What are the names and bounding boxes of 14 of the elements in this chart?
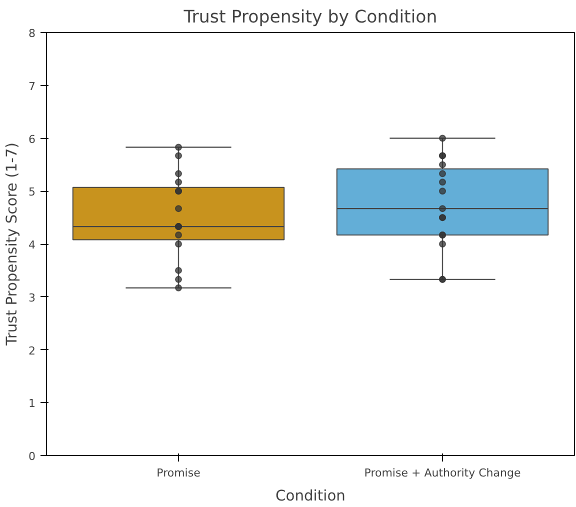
y-tick-label: 3 (28, 291, 36, 304)
x-tick-label: Promise + Authority Change (364, 466, 521, 480)
y-tick-label: 4 (28, 238, 36, 252)
y-tick-label: 1 (28, 397, 36, 410)
y-tick-label: 8 (28, 27, 36, 40)
y-axis-title: Trust Propensity Score (1-7) (4, 142, 20, 346)
x-tick-label: Promise (156, 466, 201, 480)
y-tick-label: 7 (28, 80, 36, 93)
y-tick-label: 0 (28, 450, 36, 463)
y-tick-label: 2 (28, 344, 36, 358)
y-tick-label: 5 (28, 186, 36, 199)
y-tick-label: 6 (28, 132, 36, 146)
chart-title: Trust Propensity by Condition (182, 8, 438, 28)
x-axis-title: Condition (276, 488, 346, 504)
